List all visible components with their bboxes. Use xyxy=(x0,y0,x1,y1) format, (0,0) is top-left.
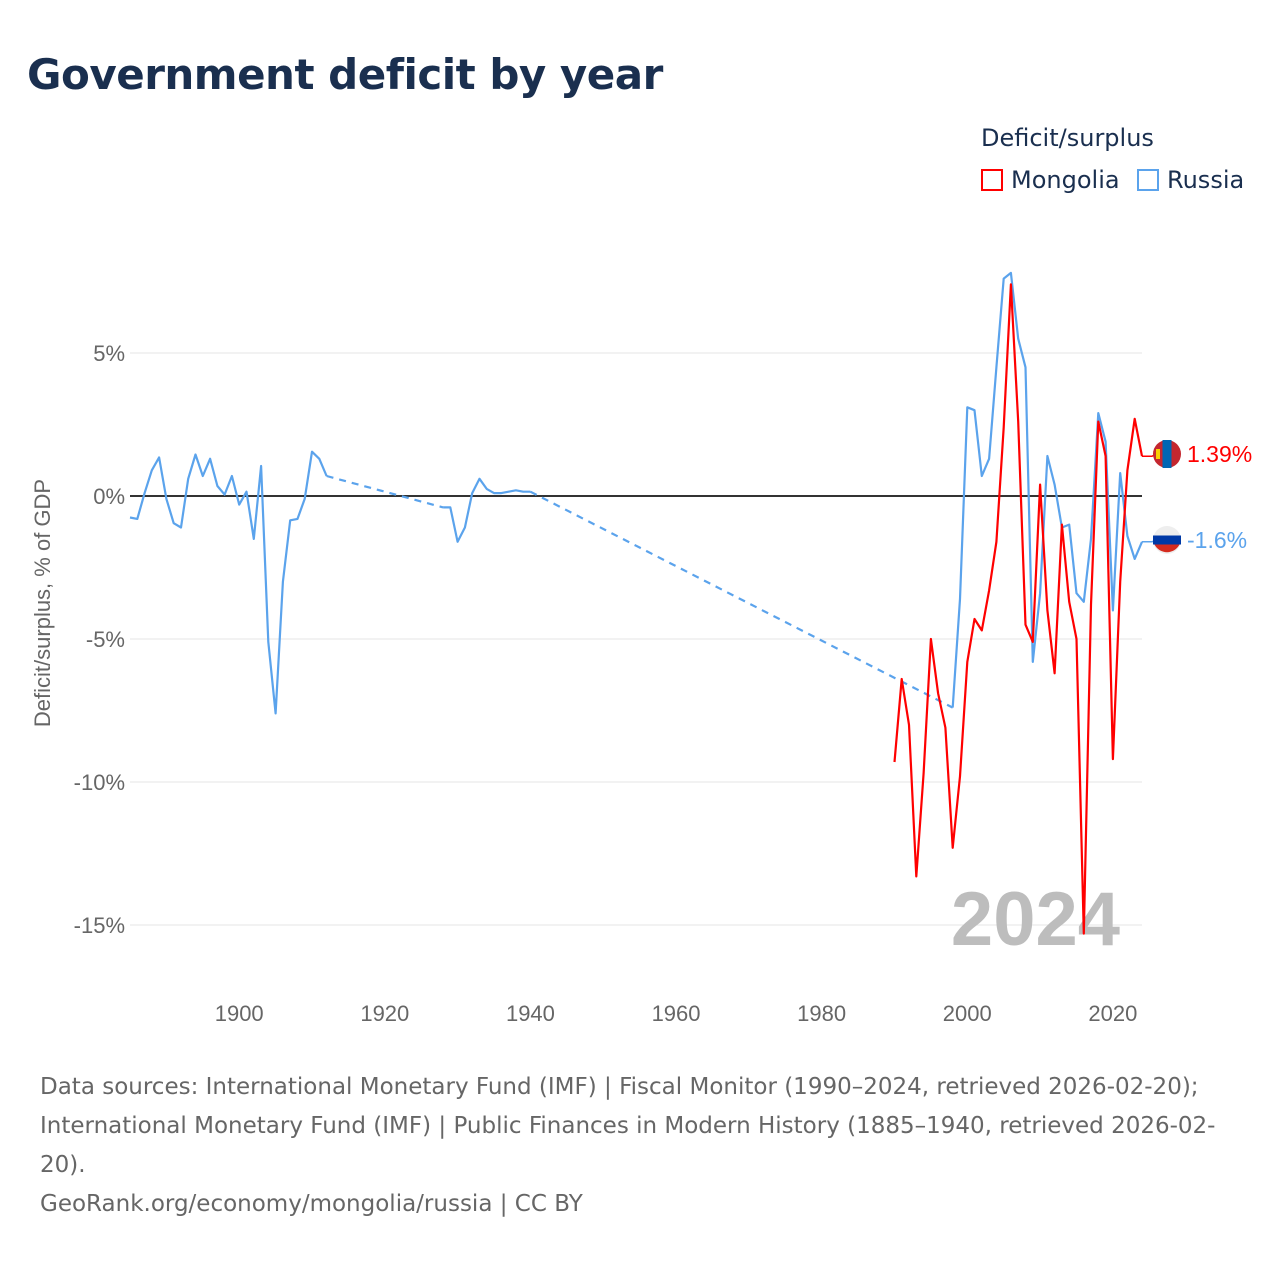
mongolia-flag-stripe xyxy=(1162,440,1172,468)
y-tick-label: -10% xyxy=(74,770,125,795)
credit-link[interactable]: GeoRank.org/economy/mongolia/russia | CC… xyxy=(40,1191,583,1217)
series-line-mongolia xyxy=(893,283,1144,935)
legend-swatch-russia xyxy=(1137,169,1159,191)
x-tick-label: 2020 xyxy=(1088,1001,1137,1026)
end-value-label-russia: -1.6% xyxy=(1187,527,1247,553)
page-title: Government deficit by year xyxy=(27,50,663,99)
x-tick-label: 1960 xyxy=(652,1001,701,1026)
y-tick-label: -15% xyxy=(74,913,125,938)
russia-flag-red xyxy=(1154,544,1180,553)
series-line-russia xyxy=(443,477,531,543)
end-value-label-mongolia: 1.39% xyxy=(1187,441,1252,467)
legend-item-mongolia[interactable]: Mongolia xyxy=(981,166,1120,194)
series-line-russia xyxy=(529,490,954,709)
legend-swatch-mongolia xyxy=(981,169,1003,191)
y-tick-label: 0% xyxy=(93,484,125,509)
legend-item-russia[interactable]: Russia xyxy=(1137,166,1244,194)
x-tick-label: 1920 xyxy=(360,1001,409,1026)
x-tick-label: 1980 xyxy=(797,1001,846,1026)
legend-label-mongolia: Mongolia xyxy=(1011,166,1120,194)
legend-label-russia: Russia xyxy=(1167,166,1245,194)
y-axis-label: Deficit/surplus, % of GDP xyxy=(30,479,55,727)
x-tick-label: 1900 xyxy=(215,1001,264,1026)
footer: Data sources: International Monetary Fun… xyxy=(40,1068,1240,1224)
year-watermark: 2024 xyxy=(951,877,1120,962)
legend-title: Deficit/surplus xyxy=(981,124,1154,152)
mongolia-soyombo xyxy=(1156,449,1160,459)
series-line-russia xyxy=(129,450,328,715)
russia-flag-blue xyxy=(1153,535,1181,545)
y-tick-label: -5% xyxy=(86,627,125,652)
data-sources: Data sources: International Monetary Fun… xyxy=(40,1074,1216,1178)
y-tick-label: 5% xyxy=(93,341,125,366)
x-tick-label: 2000 xyxy=(943,1001,992,1026)
series-line-russia xyxy=(951,271,1144,708)
series-line-russia xyxy=(326,474,444,509)
x-tick-label: 1940 xyxy=(506,1001,555,1026)
